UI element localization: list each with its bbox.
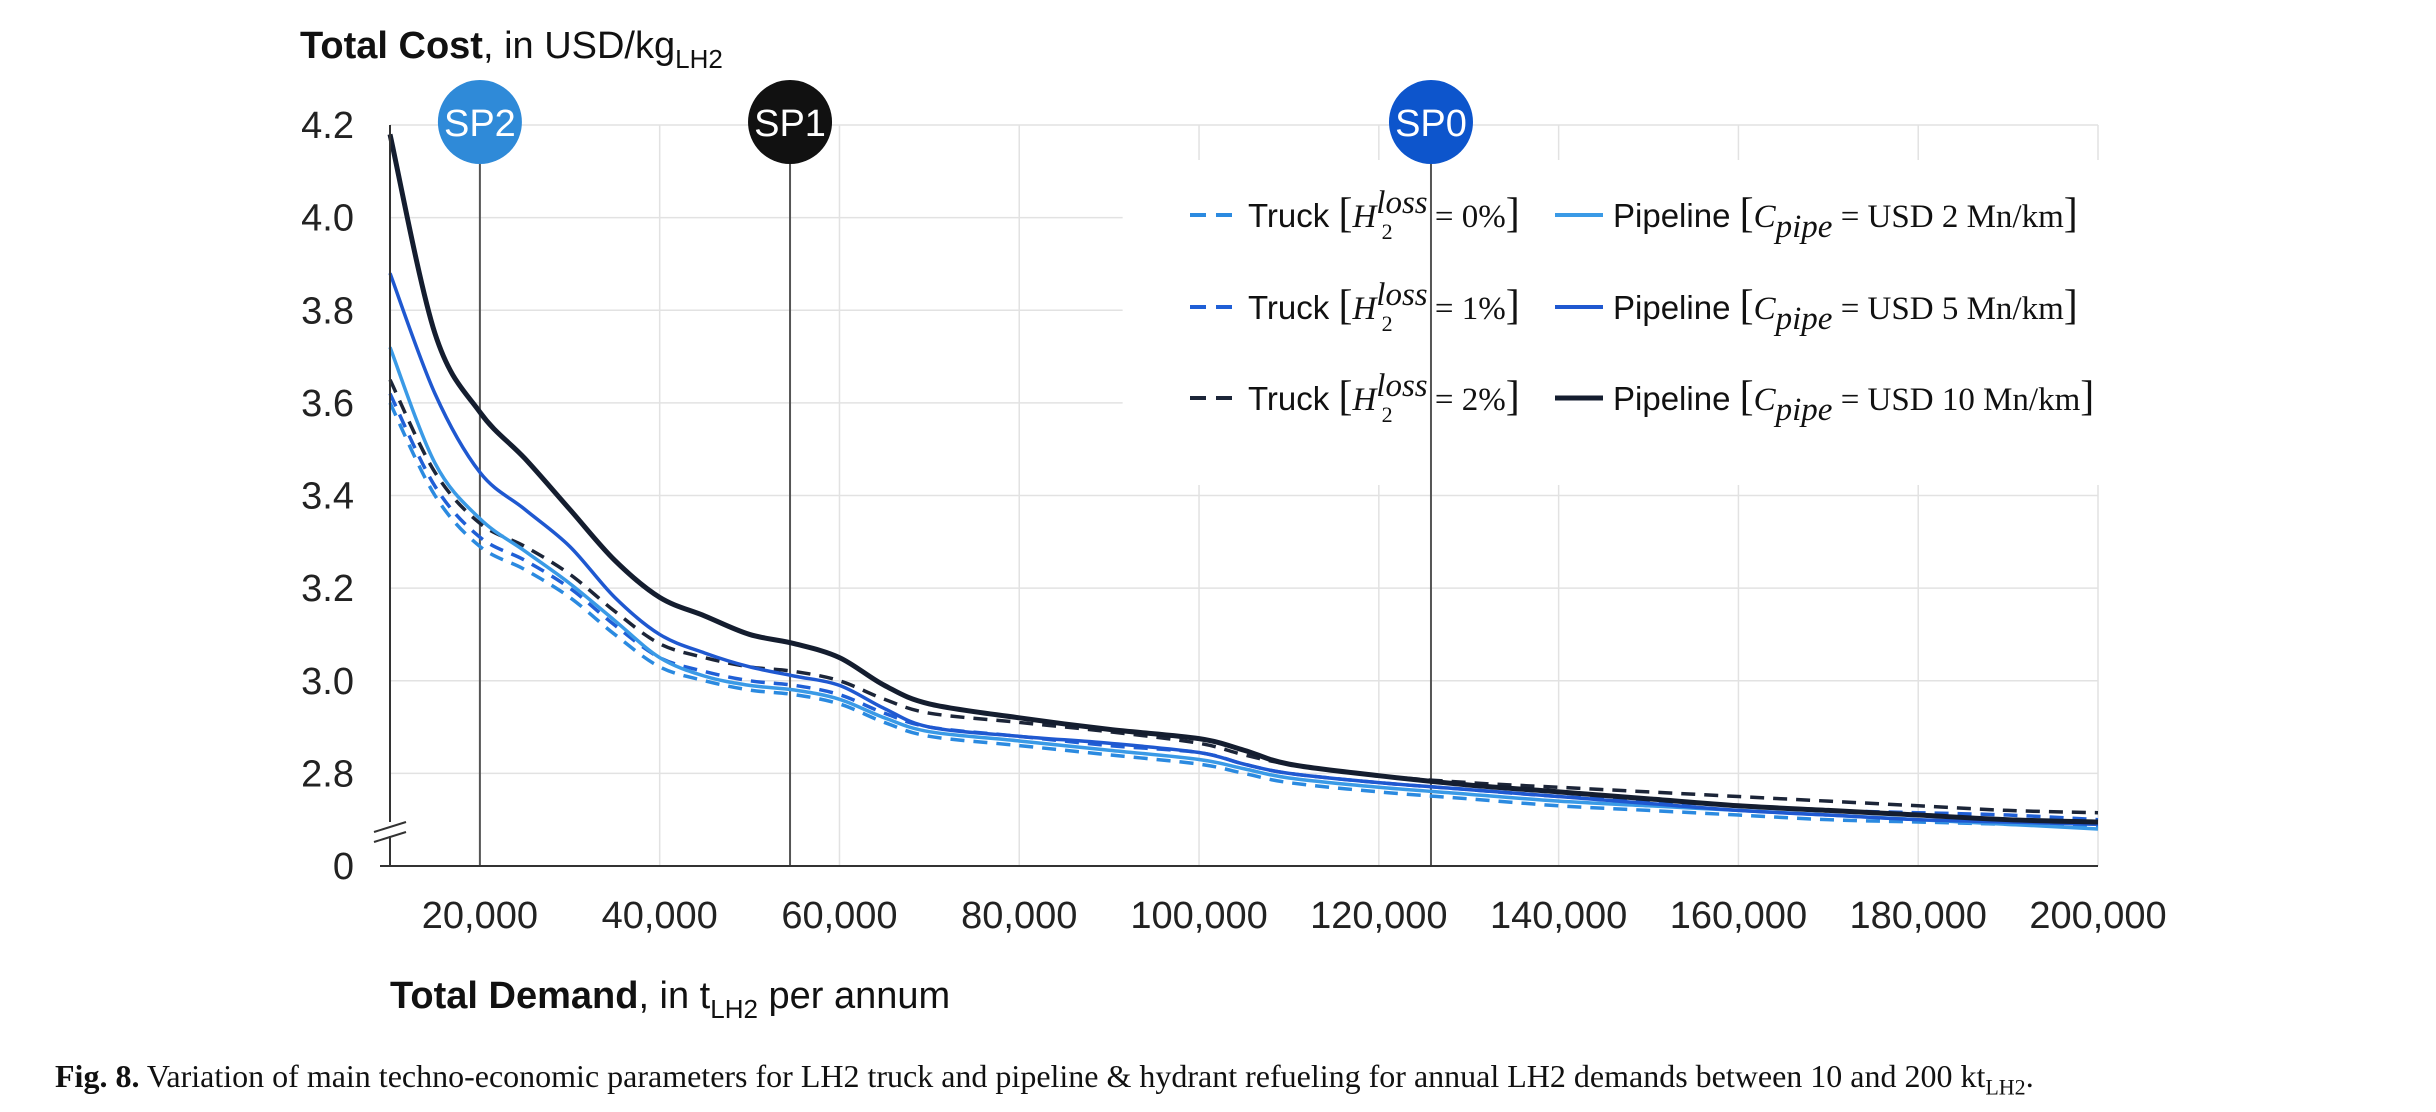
- legend-entry: Truck [Hloss 2 = 0%]: [1190, 185, 1520, 244]
- y-tick-label: 4.2: [301, 105, 354, 147]
- axis-break-marker: [373, 821, 407, 843]
- x-tick-label: 60,000: [781, 895, 897, 937]
- switching-point-circle: [748, 80, 833, 164]
- caption-end: .: [2025, 1058, 2034, 1094]
- x-tick-label: 120,000: [1310, 895, 1447, 937]
- legend-entry: Pipeline [Cpipe = USD 2 Mn/km]: [1555, 191, 2078, 245]
- switching-point-marker: SP0: [1388, 80, 1473, 164]
- x-tick-label: 160,000: [1670, 895, 1807, 937]
- chart: 0 2.8 3.0 3.2 3.4 3.6 3.8 4.0 4.2 20,000 40,000 60…: [300, 25, 2167, 1024]
- switching-point-circle: [1388, 80, 1473, 164]
- x-tick-label: 180,000: [1850, 895, 1987, 937]
- legend-background: [1122, 160, 2123, 485]
- series-line: [388, 272, 2099, 827]
- legend: Truck [Hloss 2 = 0%] Truck [Hloss 2 = 1%] Tr…: [1190, 185, 2094, 428]
- switching-point-marker: SP2: [437, 80, 522, 164]
- figure-caption: Fig. 8. Variation of main techno-economi…: [55, 1058, 2034, 1100]
- y-tick-label: 0: [333, 846, 354, 888]
- legend-label: Pipeline [Cpipe = USD 2 Mn/km]: [1613, 191, 2078, 245]
- y-tick-label: 3.0: [301, 661, 354, 703]
- legend-entry: Truck [Hloss 2 = 1%]: [1190, 277, 1520, 336]
- y-tick-label: 3.6: [301, 383, 354, 425]
- legend-label: Truck [Hloss 2 = 1%]: [1248, 277, 1520, 336]
- x-tick-label: 200,000: [2029, 895, 2166, 937]
- series-line: [387, 133, 2099, 825]
- switching-point-circle: [437, 80, 522, 164]
- series-line: [388, 378, 2099, 815]
- y-tick-label: 4.0: [301, 198, 354, 240]
- legend-entry: Truck [Hloss 2 = 2%]: [1190, 368, 1520, 427]
- y-axis-title: Total Cost, in USD/kgLH2: [300, 25, 723, 74]
- legend-label: Pipeline [Cpipe = USD 5 Mn/km]: [1613, 283, 2078, 337]
- x-tick-label: 140,000: [1490, 895, 1627, 937]
- legend-label: Truck [Hloss 2 = 0%]: [1248, 185, 1520, 244]
- y-tick-label: 3.2: [301, 568, 354, 610]
- x-tick-label: 100,000: [1130, 895, 1267, 937]
- x-axis-title: Total Demand, in tLH2 per annum: [390, 975, 950, 1024]
- y-tick-label: 3.4: [301, 476, 354, 518]
- x-tick-label: 80,000: [961, 895, 1077, 937]
- y-tick-label: 3.8: [301, 290, 354, 332]
- axes: [373, 125, 2098, 867]
- switching-point-label: SP1: [754, 103, 826, 145]
- caption-text: Variation of main techno-economic parame…: [139, 1058, 1986, 1094]
- x-tick-labels: 20,000 40,000 60,000 80,000 100,000 120,000 14…: [422, 895, 2167, 937]
- switching-point-lines: [478, 125, 1432, 866]
- series-line: [388, 402, 2099, 829]
- switching-point-label: SP2: [444, 103, 516, 145]
- x-tick-label: 40,000: [602, 895, 718, 937]
- x-tick-label: 20,000: [422, 895, 538, 937]
- y-tick-labels: 0 2.8 3.0 3.2 3.4 3.6 3.8 4.0 4.2: [301, 105, 354, 888]
- switching-point-label: SP0: [1395, 103, 1467, 145]
- axis-break-stroke: [373, 821, 407, 833]
- y-tick-label: 2.8: [301, 753, 354, 795]
- switching-point-marker: SP1: [748, 80, 833, 164]
- legend-label: Truck [Hloss 2 = 2%]: [1248, 368, 1520, 427]
- legend-entry: Pipeline [Cpipe = USD 10 Mn/km]: [1555, 374, 2094, 428]
- series-lines: [387, 133, 2099, 831]
- legend-entry: Pipeline [Cpipe = USD 5 Mn/km]: [1555, 283, 2078, 337]
- caption-sub: LH2: [1985, 1074, 2026, 1100]
- legend-label: Pipeline [Cpipe = USD 10 Mn/km]: [1613, 374, 2094, 428]
- axis-break-stroke: [373, 831, 407, 843]
- switching-point-markers: SP2 SP1 SP0: [437, 80, 1473, 164]
- caption-label: Fig. 8.: [55, 1058, 140, 1094]
